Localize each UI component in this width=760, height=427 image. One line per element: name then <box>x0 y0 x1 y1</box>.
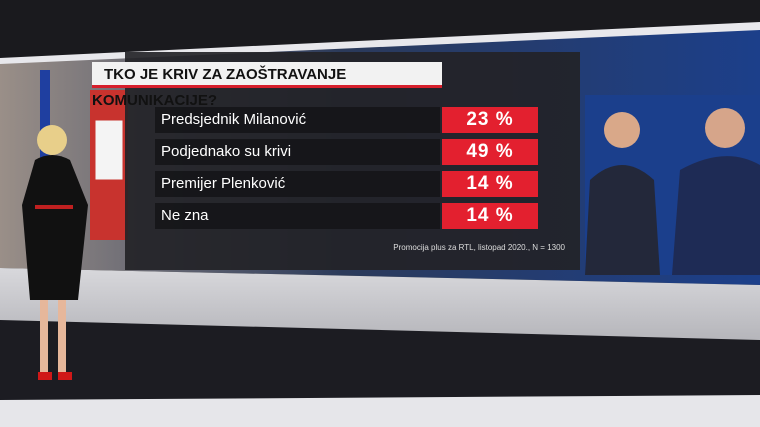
row-label: Premijer Plenković <box>155 171 440 197</box>
source-note: Promocija plus za RTL, listopad 2020., N… <box>393 243 565 252</box>
presenter-shoe <box>38 372 52 380</box>
row-label: Predsjednik Milanović <box>155 107 440 133</box>
poll-row: Predsjednik Milanović 23 % <box>155 107 538 133</box>
flag-crest <box>94 119 124 181</box>
poll-title: TKO JE KRIV ZA ZAOŠTRAVANJE KOMUNIKACIJE… <box>92 62 442 109</box>
person-suit <box>672 156 760 275</box>
poll-row: Premijer Plenković 14 % <box>155 171 538 197</box>
person-suit <box>585 165 660 275</box>
poll-row: Podjednako su krivi 49 % <box>155 139 538 165</box>
row-label: Ne zna <box>155 203 440 229</box>
presenter-belt <box>35 205 73 209</box>
poll-row: Ne zna 14 % <box>155 203 538 229</box>
row-value: 14 % <box>442 171 538 197</box>
row-value: 23 % <box>442 107 538 133</box>
presenter-shoe <box>58 372 72 380</box>
row-value: 14 % <box>442 203 538 229</box>
presenter-head <box>37 125 67 155</box>
presenter-dress <box>22 155 88 300</box>
presenter-leg <box>58 300 66 375</box>
row-value: 49 % <box>442 139 538 165</box>
person-head <box>705 108 745 148</box>
person-head <box>604 112 640 148</box>
row-label: Podjednako su krivi <box>155 139 440 165</box>
presenter-leg <box>40 300 48 375</box>
floor-trim <box>0 395 760 427</box>
